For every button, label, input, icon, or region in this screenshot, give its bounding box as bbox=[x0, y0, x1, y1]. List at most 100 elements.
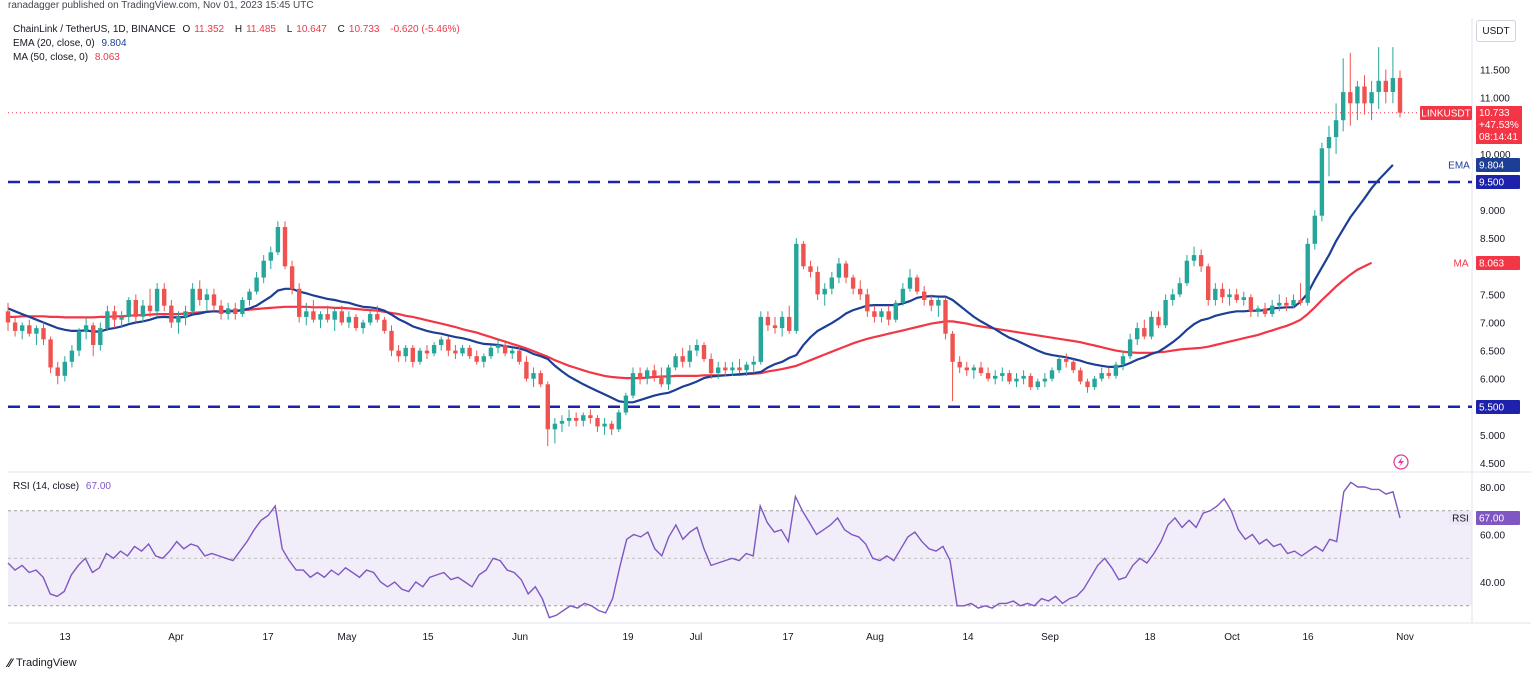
candle bbox=[524, 356, 529, 382]
candle bbox=[311, 300, 316, 323]
candle bbox=[275, 221, 281, 256]
candle bbox=[91, 322, 96, 357]
candle-body bbox=[410, 347, 415, 362]
candle bbox=[588, 409, 593, 424]
candle-body bbox=[630, 373, 636, 396]
candle bbox=[581, 412, 586, 427]
candle-body bbox=[1390, 78, 1396, 92]
ema-20-line bbox=[7, 164, 1394, 404]
tradingview-logo[interactable]: ⁄⁄ TradingView bbox=[8, 656, 77, 670]
candle bbox=[446, 336, 451, 357]
legend-ema-row[interactable]: EMA (20, close, 0) 9.804 bbox=[13, 38, 131, 49]
last-price-text: 10.733 bbox=[1479, 108, 1510, 119]
candle-body bbox=[396, 350, 401, 357]
candle-body bbox=[41, 328, 46, 340]
candle bbox=[403, 344, 408, 362]
candle-body bbox=[659, 375, 664, 385]
legend-symbol-row: ChainLink / TetherUS, 1D, BINANCE O 11.35… bbox=[13, 24, 464, 35]
candle bbox=[204, 288, 210, 312]
candle-body bbox=[1376, 80, 1381, 92]
candle-body bbox=[708, 359, 714, 374]
candle-body bbox=[453, 350, 458, 354]
candle bbox=[1177, 277, 1182, 298]
candle bbox=[495, 339, 501, 354]
candle-body bbox=[1099, 373, 1104, 379]
legend-ema-label: EMA (20, close, 0) bbox=[13, 38, 95, 49]
candle-body bbox=[701, 345, 707, 360]
candle-body bbox=[389, 330, 394, 351]
candle bbox=[659, 367, 664, 388]
candle bbox=[1049, 367, 1055, 382]
lightning-icon-bolt bbox=[1398, 457, 1404, 467]
candle-body bbox=[48, 339, 53, 368]
candle-body bbox=[176, 316, 181, 323]
candle-body bbox=[112, 311, 117, 320]
candle-body bbox=[545, 384, 550, 430]
candle-body bbox=[737, 367, 742, 371]
candle bbox=[708, 353, 714, 379]
price-tick-label: 6.500 bbox=[1480, 347, 1505, 358]
currency-button[interactable]: USDT bbox=[1476, 20, 1516, 42]
legend-close: C 10.733 bbox=[337, 24, 380, 35]
legend-ma-row[interactable]: MA (50, close, 0) 8.063 bbox=[13, 52, 124, 63]
legend-rsi-row[interactable]: RSI (14, close) 67.00 bbox=[13, 481, 115, 492]
candle bbox=[27, 319, 32, 337]
candle-body bbox=[794, 243, 799, 331]
candle-body bbox=[552, 423, 558, 430]
ma-tag-badge-text: MA bbox=[1454, 259, 1469, 270]
candle-body bbox=[1397, 77, 1403, 113]
candle-body bbox=[147, 305, 153, 312]
candle bbox=[268, 246, 273, 270]
candle-body bbox=[1042, 378, 1048, 382]
candle bbox=[993, 370, 998, 385]
candle bbox=[1248, 294, 1254, 317]
candle-body bbox=[694, 345, 700, 351]
candle-body bbox=[673, 356, 678, 368]
rsi-value-badge: 67.00 bbox=[1476, 511, 1520, 525]
candle bbox=[858, 280, 863, 301]
candle bbox=[836, 257, 842, 284]
candle bbox=[332, 308, 337, 331]
candle bbox=[1014, 373, 1019, 388]
candle bbox=[12, 316, 18, 337]
time-axis-label: 15 bbox=[422, 632, 434, 643]
candle bbox=[566, 409, 572, 427]
candle-body bbox=[233, 308, 238, 314]
rsi-tag-badge-bg bbox=[1449, 511, 1472, 525]
price-tick-label: 7.000 bbox=[1480, 319, 1505, 330]
candle bbox=[1120, 350, 1126, 371]
candle bbox=[1156, 311, 1161, 329]
candle-body bbox=[1106, 373, 1111, 376]
candle bbox=[1127, 333, 1133, 360]
candle bbox=[34, 325, 39, 345]
candle-body bbox=[914, 277, 920, 292]
candle bbox=[1021, 370, 1026, 385]
price-tick-label: 10.000 bbox=[1480, 150, 1511, 161]
candle bbox=[701, 342, 707, 362]
candle-body bbox=[1348, 92, 1353, 104]
candle bbox=[936, 297, 941, 317]
candle bbox=[673, 353, 678, 371]
candle-body bbox=[1220, 288, 1225, 298]
candle-body bbox=[751, 361, 756, 365]
candle bbox=[140, 300, 146, 323]
candle bbox=[1035, 378, 1040, 390]
candle-body bbox=[1198, 255, 1204, 267]
candle bbox=[55, 361, 60, 385]
candle-body bbox=[311, 311, 316, 320]
symbol-tag-badge: LINKUSDT bbox=[1420, 106, 1472, 120]
candle bbox=[126, 297, 131, 323]
candle-body bbox=[190, 288, 195, 312]
candle bbox=[424, 344, 430, 360]
candle-body bbox=[595, 418, 600, 427]
candle bbox=[609, 420, 614, 435]
candle bbox=[474, 350, 479, 365]
candle-body bbox=[467, 347, 472, 357]
candle bbox=[1291, 294, 1296, 309]
candle bbox=[645, 367, 650, 385]
candle-body bbox=[282, 227, 288, 267]
candle-body bbox=[943, 300, 948, 334]
legend-ema-value: 9.804 bbox=[101, 38, 127, 49]
candle-body bbox=[872, 311, 877, 317]
